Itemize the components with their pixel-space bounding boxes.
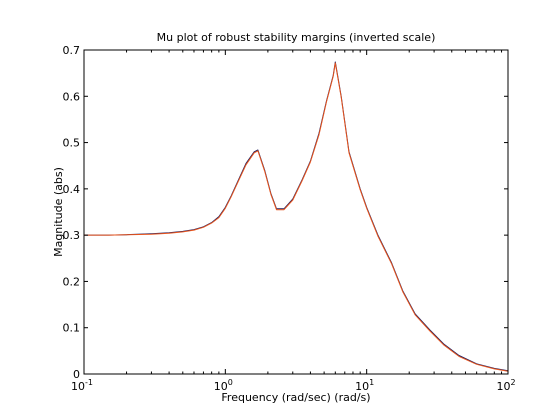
- plot-area: [83, 49, 509, 375]
- y-tick-label: 0.6: [63, 90, 81, 103]
- x-tick-label-exponent: 1: [369, 378, 374, 387]
- y-tick-label: 0.4: [63, 183, 81, 196]
- x-tick-label: 10-1: [71, 378, 93, 393]
- x-tick-label: 102: [496, 378, 515, 393]
- y-tick-label: 0.1: [63, 322, 81, 335]
- x-axis-label: Frequency (rad/sec) (rad/s): [221, 391, 370, 404]
- y-tick-label: 0.7: [63, 44, 81, 57]
- x-tick-label-base: 10: [355, 380, 369, 393]
- y-tick-label: 0.5: [63, 137, 81, 150]
- x-tick-label-base: 10: [214, 380, 228, 393]
- x-tick-label: 101: [355, 378, 374, 393]
- y-axis-label: Magnitude (abs): [52, 167, 65, 257]
- x-tick-label-exponent: 2: [510, 378, 515, 387]
- x-tick-label-base: 10: [496, 380, 510, 393]
- x-tick-label-base: 10: [71, 380, 85, 393]
- x-tick-label: 100: [214, 378, 233, 393]
- y-tick-label: 0: [73, 368, 80, 381]
- y-tick-label: 0.2: [63, 275, 81, 288]
- x-tick-label-exponent: 0: [228, 378, 233, 387]
- y-tick-label: 0.3: [63, 229, 81, 242]
- series-layer: [84, 61, 509, 372]
- series-line-2: [84, 62, 509, 372]
- tick-layer: 00.10.20.30.40.50.60.710-1 100 101 102: [63, 44, 516, 393]
- chart-title: Mu plot of robust stability margins (inv…: [157, 31, 436, 44]
- x-tick-label-exponent: -1: [85, 378, 93, 387]
